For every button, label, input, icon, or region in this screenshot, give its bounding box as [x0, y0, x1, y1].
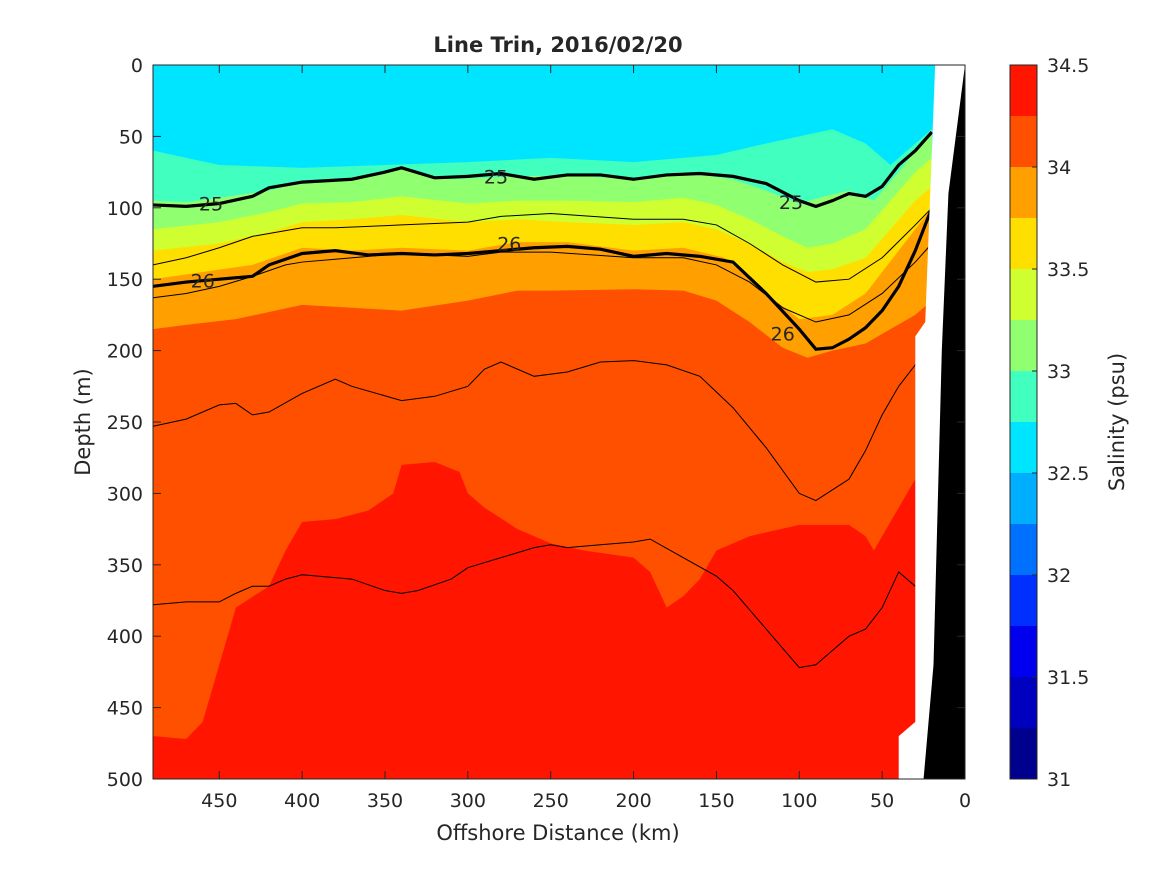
colorbar-tick-label: 31.5 [1047, 667, 1089, 689]
colorbar-tick-label: 31 [1047, 769, 1071, 791]
colorbar: 31 31.5 32 32.5 33 33.5 34 34.5 [1009, 55, 1089, 791]
thin-contour-1 [153, 343, 933, 502]
colorbar-segment-11 [1010, 167, 1037, 218]
bathymetry-mask [923, 65, 965, 779]
x-tick-label: 150 [698, 790, 734, 812]
x-tick-label: 250 [533, 790, 569, 812]
contour-label-26-1: 26 [497, 234, 521, 256]
salinity-band-6 [153, 461, 932, 779]
y-tick-label: 450 [107, 698, 143, 720]
y-axis-label: Depth (m) [71, 368, 95, 475]
contour-label-25-1: 25 [484, 166, 508, 188]
land-mask [898, 65, 965, 779]
colorbar-tick-label: 33 [1047, 361, 1071, 383]
colorbar-segment-0 [1010, 728, 1037, 779]
salinity-bands [153, 129, 932, 779]
colorbar-tick-label: 32.5 [1047, 463, 1089, 485]
chart-title: Line Trin, 2016/02/20 [433, 33, 682, 57]
x-tick-label: 0 [959, 790, 971, 812]
colorbar-segment-12 [1010, 116, 1037, 167]
colorbar-segment-5 [1010, 473, 1037, 524]
x-tick-label: 200 [615, 790, 651, 812]
colorbar-tick-label: 33.5 [1047, 259, 1089, 281]
y-tick-label: 0 [131, 55, 143, 77]
colorbar-segment-6 [1010, 422, 1037, 473]
x-tick-label: 300 [450, 790, 486, 812]
colorbar-segment-2 [1010, 626, 1037, 677]
colorbar-segment-7 [1010, 371, 1037, 422]
x-tick-label: 400 [284, 790, 320, 812]
y-tick-label: 500 [107, 769, 143, 791]
colorbar-segment-1 [1010, 677, 1037, 728]
contour-labels: 25 25 25 26 26 26 [191, 166, 803, 345]
contour-label-26-2: 26 [771, 323, 795, 345]
contour-label-25-2: 25 [779, 192, 803, 214]
thin-contour-0 [153, 538, 924, 669]
y-tick-label: 100 [107, 198, 143, 220]
isopycnal-25 [153, 131, 934, 209]
y-tick-label: 50 [119, 126, 143, 148]
y-tick-label: 400 [107, 626, 143, 648]
isopycnal-26 [153, 207, 934, 351]
colorbar-segment-4 [1010, 524, 1037, 575]
colorbar-segment-10 [1010, 218, 1037, 269]
colorbar-segment-9 [1010, 269, 1037, 320]
y-axis: 0 50 100 150 200 250 300 350 400 450 500 [107, 55, 965, 791]
colorbar-frame [1009, 64, 1038, 780]
colorbar-segment-13 [1010, 65, 1037, 116]
y-tick-label: 150 [107, 269, 143, 291]
x-tick-label: 50 [870, 790, 894, 812]
colorbar-segment-8 [1010, 320, 1037, 371]
thin-contour-2 [153, 207, 933, 283]
thin-contour-3 [153, 243, 933, 323]
x-axis-label: Offshore Distance (km) [436, 821, 679, 845]
contour-lines [153, 131, 934, 669]
x-tick-label: 450 [201, 790, 237, 812]
contour-label-26-0: 26 [191, 271, 215, 293]
x-tick-label: 350 [367, 790, 403, 812]
y-tick-label: 300 [107, 483, 143, 505]
colorbar-segment-3 [1010, 575, 1037, 626]
colorbar-tick-label: 32 [1047, 565, 1071, 587]
x-axis: 450 400 350 300 250 200 150 100 50 0 [201, 65, 971, 812]
colorbar-tick-label: 34.5 [1047, 55, 1089, 77]
y-tick-label: 350 [107, 555, 143, 577]
y-tick-label: 250 [107, 412, 143, 434]
colorbar-tick-label: 34 [1047, 157, 1071, 179]
contour-label-25-0: 25 [199, 194, 223, 216]
plot-area: 25 25 25 26 26 26 [153, 65, 965, 779]
y-tick-label: 200 [107, 341, 143, 363]
x-tick-label: 100 [781, 790, 817, 812]
colorbar-label: Salinity (psu) [1105, 353, 1129, 491]
